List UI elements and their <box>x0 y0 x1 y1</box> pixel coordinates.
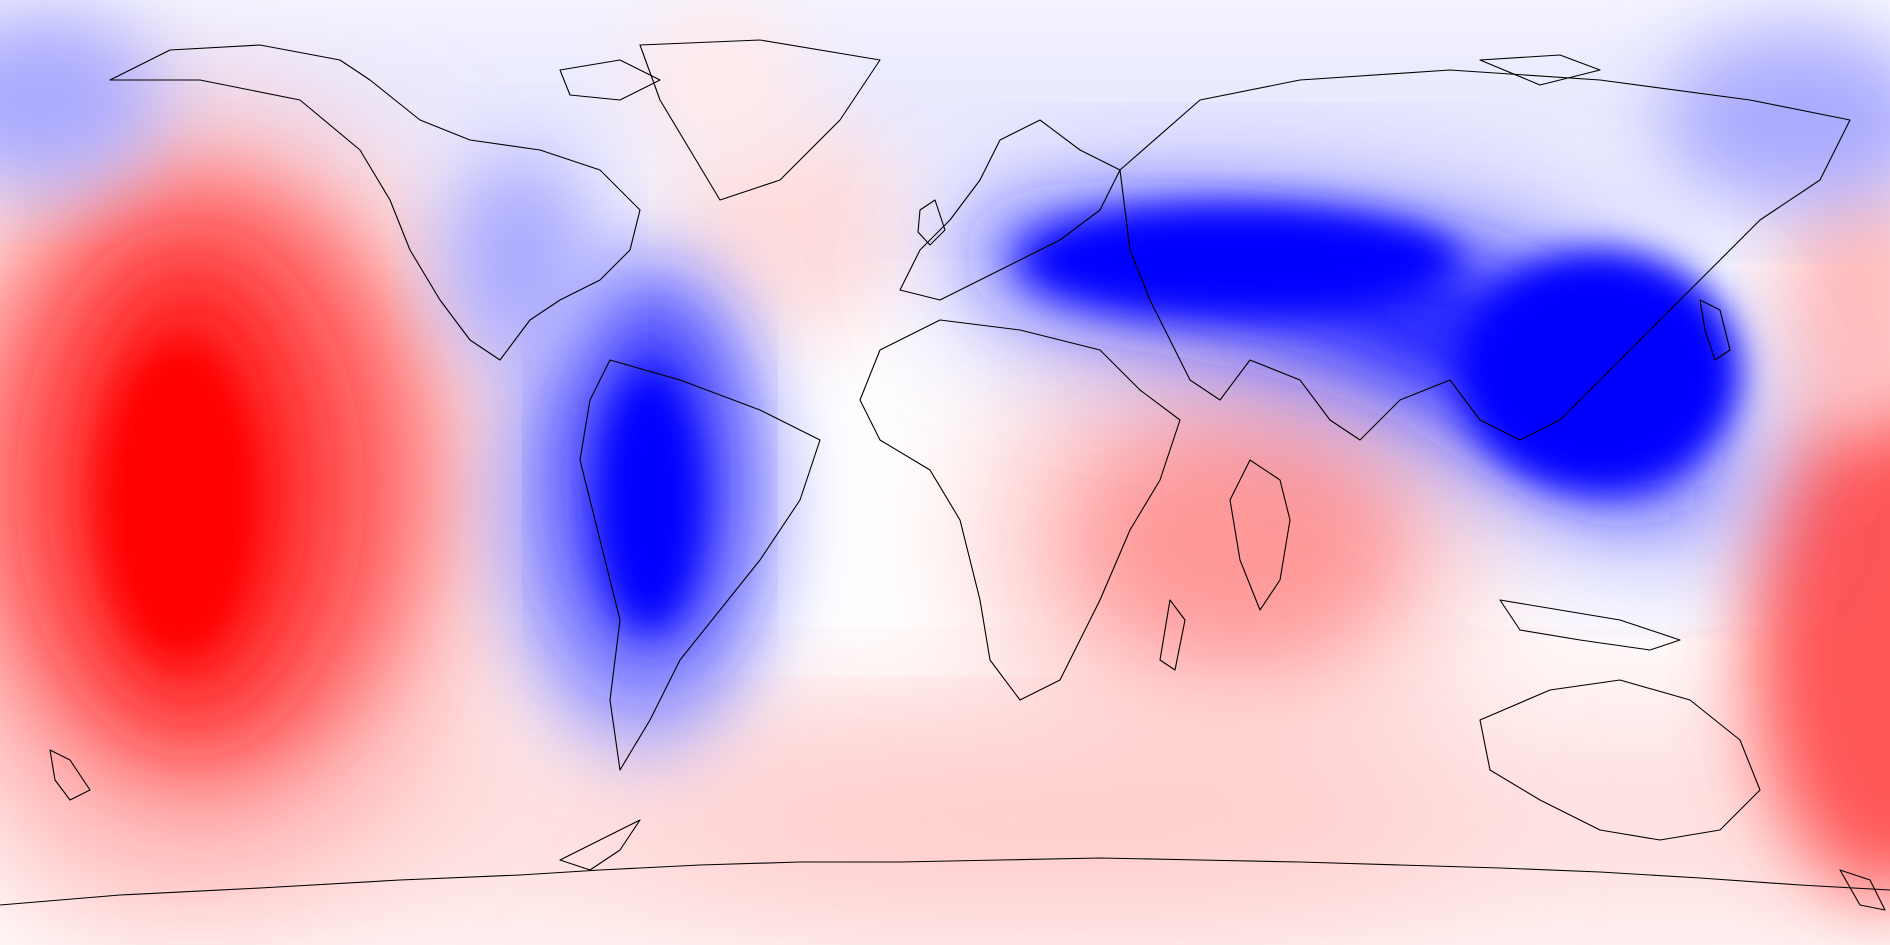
coastline-greenland <box>639 39 881 201</box>
coastline-uk <box>917 199 946 246</box>
coastline-africa <box>859 319 1181 701</box>
coastline-australia <box>1479 679 1761 841</box>
coastlines <box>0 39 1890 911</box>
coastline-new-zealand <box>49 749 91 801</box>
coastline-india <box>1229 459 1291 611</box>
coastline-indonesia <box>1499 599 1681 651</box>
coastline-madagascar <box>1159 599 1186 671</box>
coastline-asia <box>1119 69 1851 441</box>
coastline-japan <box>1699 299 1731 361</box>
coastline-antarctica <box>0 857 1890 906</box>
coastline-south-america <box>579 359 821 771</box>
coastline-north-america <box>109 44 641 361</box>
coastline-europe <box>899 119 1121 301</box>
